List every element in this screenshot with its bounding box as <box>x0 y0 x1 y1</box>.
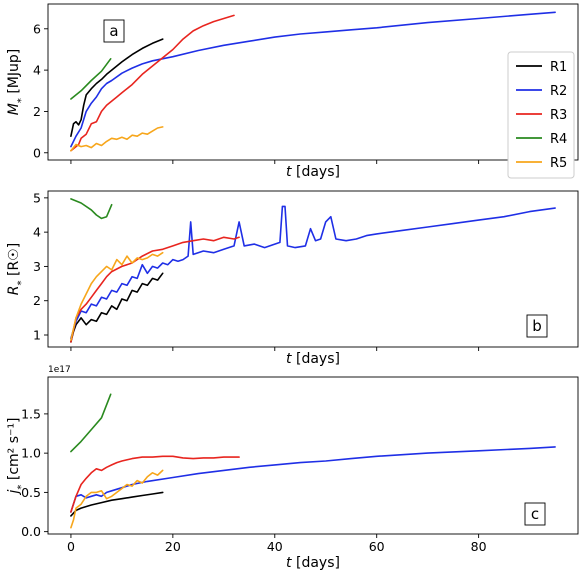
series-line-r5-a <box>70 126 164 152</box>
panel-tag-box-b <box>526 314 548 338</box>
y-tick-label-b: 5 <box>33 190 41 205</box>
y-tick-label-a: 2 <box>33 104 41 119</box>
panel-tag-b: b <box>532 317 542 335</box>
legend-label-r2: R2 <box>550 84 567 99</box>
legend-label-r5: R5 <box>550 156 567 171</box>
series-line-r2-c <box>70 446 556 513</box>
y-tick-label-c: 0.5 <box>21 485 41 500</box>
x-tick-label-c: 0 <box>67 539 75 554</box>
legend-box <box>507 51 575 179</box>
x-axis-label-b: t [days] <box>286 351 340 367</box>
y-tick-label-b: 4 <box>33 225 41 240</box>
legend-label-r3: R3 <box>550 108 567 123</box>
plot-frame-a <box>47 3 579 161</box>
y-offset-text-c: 1e17 <box>48 365 71 375</box>
legend-label-r4: R4 <box>550 132 567 147</box>
series-line-r2-a <box>70 11 556 148</box>
plot-frame-b <box>47 190 579 348</box>
panel-tag-box-a <box>103 19 125 43</box>
y-tick-label-a: 6 <box>33 21 41 36</box>
y-tick-label-b: 3 <box>33 259 41 274</box>
series-line-r1-a <box>70 38 164 137</box>
x-tick-label-c: 20 <box>165 539 181 554</box>
y-tick-label-c: 1.5 <box>21 406 41 421</box>
x-tick-label-c: 40 <box>267 539 283 554</box>
series-line-r3-b <box>70 236 240 343</box>
series-line-r5-b <box>70 251 164 341</box>
plot-frame-c <box>47 376 579 535</box>
series-line-r2-b <box>70 205 556 340</box>
y-tick-label-b: 1 <box>33 328 41 343</box>
panel-tag-box-c <box>524 502 546 526</box>
x-axis-label-a: t [days] <box>286 164 340 180</box>
panel-tag-a: a <box>109 22 118 40</box>
series-line-r4-c <box>70 393 112 453</box>
x-tick-label-c: 80 <box>471 539 487 554</box>
y-axis-label-c: j* [cm² s⁻¹] <box>6 418 27 496</box>
y-tick-label-c: 0.0 <box>21 524 41 539</box>
panel-tag-c: c <box>531 505 539 523</box>
series-line-r5-c <box>70 469 164 529</box>
y-axis-label-b: R* [R☉] <box>6 243 27 295</box>
x-axis-label-c: t [days] <box>286 555 340 570</box>
y-axis-label-a: M* [MJup] <box>6 49 27 115</box>
series-line-r1-c <box>70 491 164 517</box>
series-line-r3-c <box>70 455 240 513</box>
legend-label-r1: R1 <box>550 60 567 75</box>
y-tick-label-c: 1.0 <box>21 446 41 461</box>
series-line-r1-b <box>70 272 164 343</box>
y-tick-label-b: 2 <box>33 293 41 308</box>
series-line-r4-b <box>70 198 113 220</box>
series-line-r4-a <box>70 58 112 100</box>
series-line-r3-a <box>70 14 235 152</box>
y-tick-label-a: 4 <box>33 63 41 78</box>
y-tick-label-a: 0 <box>33 145 41 160</box>
x-tick-label-c: 60 <box>369 539 385 554</box>
